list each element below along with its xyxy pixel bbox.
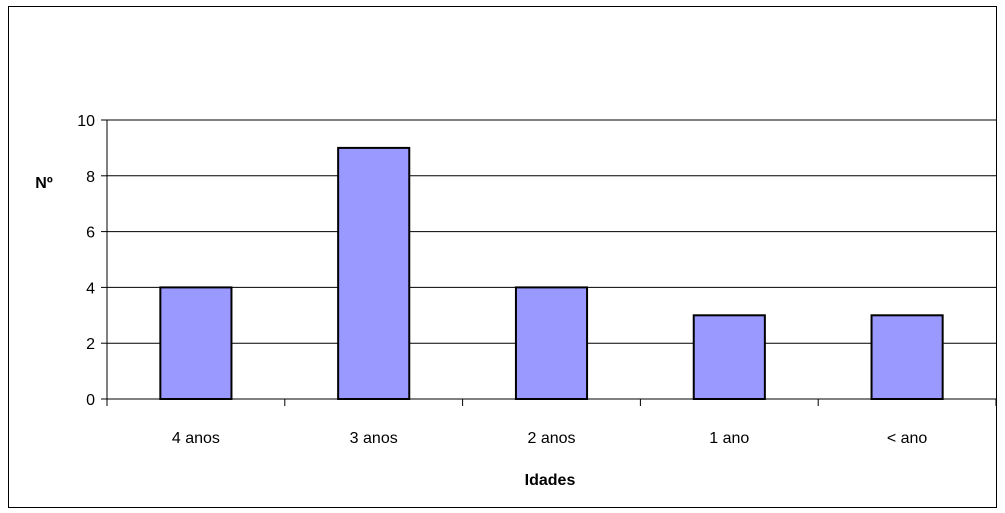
y-tick-label: 2 (86, 336, 95, 353)
x-tick-label: 3 anos (350, 430, 398, 447)
y-tick-labels: 0 2 4 6 8 10 (77, 113, 95, 409)
chart-frame (8, 6, 997, 508)
y-tick-label: 4 (86, 280, 95, 297)
x-tick-label: 4 anos (172, 430, 220, 447)
x-tick-labels: 4 anos 3 anos 2 anos 1 ano < ano (172, 430, 928, 447)
y-tick-label: 6 (86, 225, 95, 242)
bars (159, 146, 944, 400)
bar-2 (514, 286, 589, 400)
y-tick-label: 10 (77, 113, 95, 130)
bar-4 (870, 314, 944, 400)
y-tick-label: 8 (86, 169, 95, 186)
bar-1 (337, 146, 411, 400)
x-axis-title: Idades (525, 472, 576, 489)
x-tick-label: < ano (887, 430, 928, 447)
y-tick-label: 0 (86, 392, 95, 409)
x-tick-label: 1 ano (709, 430, 749, 447)
bar-3 (692, 314, 766, 400)
y-axis-title: Nº (35, 175, 53, 192)
x-tick-label: 2 anos (527, 430, 575, 447)
axes (101, 119, 997, 406)
bar-0 (159, 286, 233, 400)
